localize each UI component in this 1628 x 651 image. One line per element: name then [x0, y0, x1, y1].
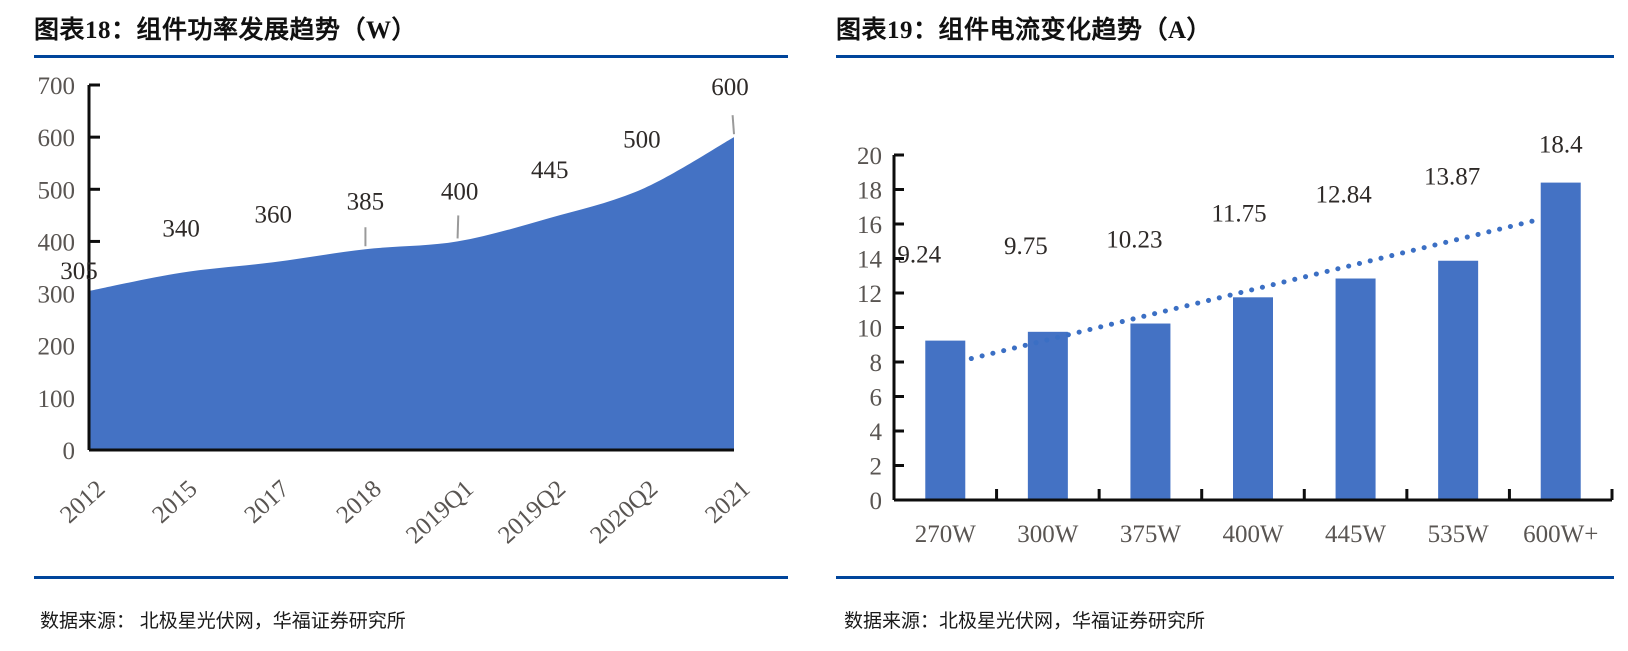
data-label: 305 [60, 258, 98, 285]
y-axis-tick-label: 100 [38, 386, 76, 413]
figure-19-footer-rule [836, 576, 1614, 579]
bar [925, 340, 966, 500]
x-axis-tick-label-group: 2020Q2 [585, 475, 663, 549]
x-axis-tick-label-group: 2015 [147, 475, 202, 529]
bar [1233, 297, 1273, 500]
y-axis-tick-label: 2 [870, 454, 883, 481]
data-label: 9.75 [1004, 233, 1048, 260]
figure-19-source: 数据来源：北极星光伏网，华福证券研究所 [844, 611, 1206, 632]
data-label: 385 [347, 188, 385, 215]
y-axis-tick-label: 14 [857, 247, 883, 274]
y-axis-tick-label: 400 [38, 229, 76, 256]
y-axis-tick-label: 0 [63, 438, 76, 465]
bar [1540, 182, 1581, 500]
x-axis-tick-label: 535W [1428, 521, 1490, 548]
x-axis-tick-label-group: 2012 [55, 475, 110, 529]
figure-18-source: 数据来源： 北极星光伏网，华福证券研究所 [40, 611, 406, 632]
y-axis-tick-label: 8 [870, 350, 883, 377]
x-axis-tick-label: 270W [915, 521, 977, 548]
data-label: 340 [162, 216, 200, 243]
data-label: 12.84 [1315, 182, 1372, 209]
x-axis-tick-label: 2017 [239, 475, 294, 529]
data-label: 18.4 [1539, 132, 1583, 159]
x-axis-tick-label: 600W+ [1523, 521, 1598, 548]
data-label: 600 [711, 74, 749, 101]
figure-18-title-rule [34, 55, 788, 58]
x-axis-tick-label-group: 2018 [332, 475, 387, 529]
data-label-leader [731, 115, 735, 135]
y-axis-tick-label: 200 [38, 334, 76, 361]
data-label: 13.87 [1424, 164, 1480, 191]
figure-18-plot: 0 100 200 300 400 500 600 700 305 340 360 385 400 445… [0, 60, 806, 560]
y-axis-tick-label: 0 [870, 488, 883, 515]
y-axis-tick-label: 10 [857, 316, 882, 343]
figure-19-panel: 图表19：组件电流变化趋势（A） 0 2 4 6 8 10 12 14 16 18 20 9.24 9.… [822, 0, 1628, 651]
x-axis-tick-label: 445W [1325, 521, 1387, 548]
data-label: 445 [531, 157, 569, 184]
x-axis-tick-label-group: 2021 [700, 475, 755, 529]
bar [1027, 331, 1068, 500]
y-axis-tick-label: 12 [857, 281, 882, 308]
data-label: 360 [255, 201, 293, 228]
x-axis-tick-label: 2015 [147, 475, 202, 529]
y-axis-tick-label: 700 [38, 73, 76, 100]
y-axis-tick-label: 4 [870, 419, 883, 446]
figure-19-title-rule [836, 55, 1614, 58]
x-axis-tick-label: 2019Q1 [401, 475, 479, 549]
x-axis-tick-label: 2012 [55, 475, 110, 529]
bar [1130, 323, 1171, 500]
figure-18-title: 图表18：组件功率发展趋势（W） [34, 17, 418, 44]
y-axis-tick-label: 600 [38, 125, 76, 152]
figure-18-panel: 图表18：组件功率发展趋势（W） 0 100 200 300 400 500 600 700 3… [0, 0, 806, 651]
x-axis-tick-label: 2021 [700, 475, 755, 529]
x-axis-tick-label: 300W [1017, 521, 1079, 548]
data-label: 10.23 [1106, 227, 1162, 254]
y-axis-tick-label: 16 [857, 212, 882, 239]
y-axis-tick-label: 300 [38, 282, 76, 309]
data-label: 500 [623, 126, 661, 153]
trendline [968, 218, 1538, 362]
figure-19-plot: 0 2 4 6 8 10 12 14 16 18 20 9.24 9.75 10.23 11.75 12.84… [822, 60, 1628, 560]
bar [1335, 278, 1376, 500]
bar [1438, 260, 1479, 500]
x-axis-tick-label: 2018 [332, 475, 387, 529]
x-axis-tick-label-group: 2019Q1 [401, 475, 479, 549]
area-chart-svg: 0 100 200 300 400 500 600 700 305 340 360 385 400 445… [38, 73, 756, 549]
y-axis-tick-label: 20 [857, 143, 882, 170]
x-axis-tick-label: 2020Q2 [585, 475, 663, 549]
y-axis-tick-label: 500 [38, 177, 76, 204]
area-series [89, 137, 734, 450]
data-label-leader [456, 215, 460, 239]
x-axis-tick-label: 375W [1120, 521, 1182, 548]
x-axis-tick-label-group: 2019Q2 [493, 475, 571, 549]
figure-18-footer-rule [34, 576, 788, 579]
x-axis-tick-label: 2019Q2 [493, 475, 571, 549]
x-axis-tick-label: 400W [1222, 521, 1284, 548]
bar-chart-svg: 0 2 4 6 8 10 12 14 16 18 20 9.24 9.75 10.23 11.75 12.84… [857, 132, 1614, 548]
y-axis-tick-label: 6 [870, 385, 883, 412]
data-label: 11.75 [1211, 200, 1266, 227]
x-axis-tick-label-group: 2017 [239, 475, 294, 529]
figure-19-title: 图表19：组件电流变化趋势（A） [836, 17, 1213, 44]
data-label: 400 [441, 178, 479, 205]
data-label: 9.24 [897, 242, 941, 269]
y-axis-tick-label: 18 [857, 178, 882, 205]
